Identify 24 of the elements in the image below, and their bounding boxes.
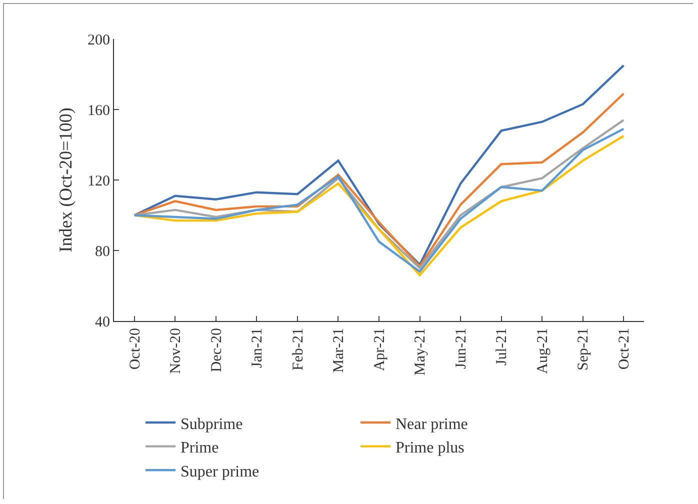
- x-tick-label: Oct-20: [127, 328, 144, 370]
- x-tick-label: Jul-21: [494, 328, 510, 366]
- x-tick-label: Jan-21: [250, 328, 266, 368]
- x-tick-label: Apr-21: [372, 328, 388, 372]
- legend-label: Prime: [180, 440, 219, 457]
- x-tick-label: Oct-21: [616, 328, 632, 370]
- x-tick-label: Dec-20: [208, 328, 225, 372]
- x-tick-label: Mar-21: [331, 328, 348, 373]
- legend-label: Super prime: [180, 463, 260, 480]
- legend-label: Prime plus: [396, 440, 464, 457]
- y-tick-label: 80: [95, 244, 110, 260]
- legend-label: Near prime: [396, 416, 468, 433]
- x-tick-label: Jun-21: [453, 328, 470, 369]
- y-tick-label: 160: [88, 102, 110, 119]
- y-tick-label: 40: [95, 314, 110, 330]
- x-tick-label: Nov-20: [168, 328, 184, 374]
- x-tick-label: Feb-21: [290, 328, 306, 370]
- legend-label: Subprime: [180, 416, 243, 433]
- y-tick-label: 120: [88, 173, 110, 190]
- x-tick-label: May-21: [412, 328, 429, 376]
- x-tick-label: Aug-21: [534, 328, 551, 374]
- x-tick-label: Sep-21: [576, 328, 592, 370]
- y-tick-label: 200: [88, 32, 110, 48]
- y-axis-title: Index (Oct-20=100): [56, 108, 76, 252]
